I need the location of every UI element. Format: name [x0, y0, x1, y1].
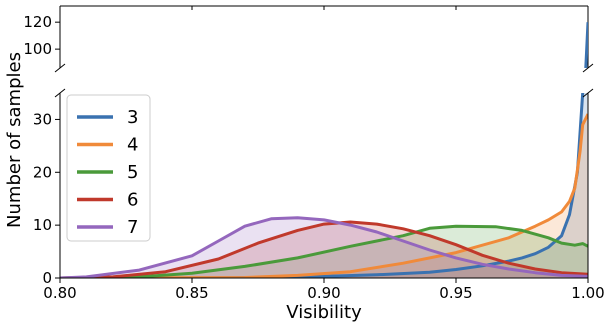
x-tick-label: 0.80 [43, 284, 76, 302]
x-ticks: 0.80 0.85 0.90 0.95 1.00 [43, 278, 605, 302]
lower-y-tick-label: 10 [33, 216, 52, 234]
series-line-7 [60, 216, 588, 278]
legend-label: 5 [127, 162, 138, 183]
legend-label: 4 [127, 135, 138, 156]
legend-frame [66, 94, 151, 242]
x-tick-label: 0.90 [307, 284, 340, 302]
axis-break-mark-right-lower [582, 88, 594, 98]
lower-y-tick-label: 0 [42, 269, 52, 287]
upper-x-ticks [59, 6, 589, 10]
series-area-6 [60, 222, 588, 278]
series-line-6 [60, 220, 588, 278]
series-lines [60, 93, 588, 278]
axis-break-mark-right-upper [582, 63, 594, 73]
series-area-3 [60, 93, 588, 278]
lower-y-ticks: 0 10 20 30 [33, 110, 60, 287]
x-tick-label: 1.00 [571, 284, 604, 302]
axis-break-mark-left-lower [54, 88, 66, 98]
series-areas [60, 93, 588, 278]
series-area-4 [60, 114, 588, 278]
axis-break-mark-left-upper [54, 63, 66, 73]
x-axis-label: Visibility [286, 302, 362, 323]
x-tick-label: 0.95 [439, 284, 472, 302]
series-area-7 [60, 217, 588, 278]
legend: 3 4 5 6 7 [66, 94, 151, 242]
lower-panel: 0 10 20 30 0.80 0.85 0.90 0.95 1.00 [33, 93, 605, 302]
upper-y-tick-label: 100 [23, 40, 52, 58]
legend-items: 3 4 5 6 7 [77, 107, 138, 238]
legend-label: 6 [127, 190, 138, 211]
y-axis-label: Number of samples [4, 52, 25, 228]
upper-panel: 100 120 [23, 5, 589, 68]
lower-y-tick-label: 20 [33, 163, 52, 181]
legend-label: 7 [127, 217, 138, 238]
upper-y-tick-label: 120 [23, 13, 52, 31]
series-line-5 [60, 224, 588, 278]
lower-y-tick-label: 30 [33, 110, 52, 128]
series-line-4 [60, 113, 588, 278]
legend-label: 3 [127, 107, 138, 128]
axis-break-marks [54, 63, 594, 98]
x-tick-label: 0.85 [175, 284, 208, 302]
upper-y-ticks: 100 120 [23, 13, 60, 58]
